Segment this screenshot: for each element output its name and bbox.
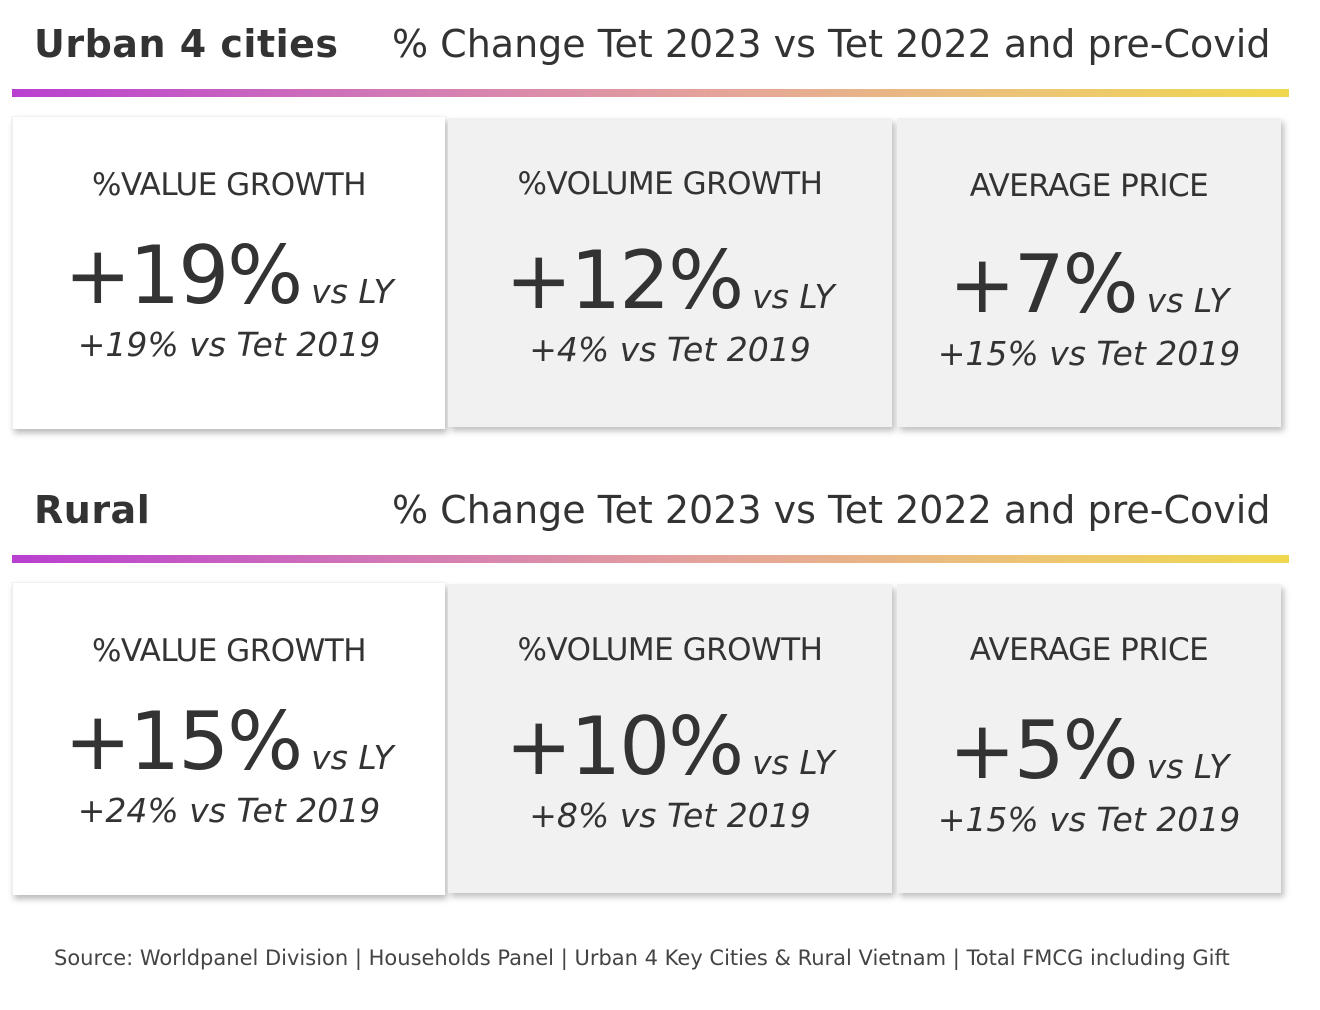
card-label: %VALUE GROWTH <box>91 167 367 203</box>
urban-volume-growth-card: %VOLUME GROWTH +12% vs LY +4% vs Tet 2019 <box>448 118 892 427</box>
vs-ly-label: vs LY <box>1146 281 1230 320</box>
rural-section-header: Rural % Change Tet 2023 vs Tet 2022 and … <box>0 484 1320 554</box>
card-sub-text: +4% vs Tet 2019 <box>529 330 811 369</box>
vs-ly-label: vs LY <box>311 738 394 777</box>
vs-ly-label: vs LY <box>1146 747 1230 786</box>
card-main-value: +12% vs LY <box>448 234 892 327</box>
card-sub-text: +24% vs Tet 2019 <box>77 791 381 830</box>
card-sub-text: +15% vs Tet 2019 <box>937 800 1241 839</box>
card-label: %VOLUME GROWTH <box>517 632 823 668</box>
rural-value-growth-card: %VALUE GROWTH +15% vs LY +24% vs Tet 2019 <box>12 582 445 895</box>
urban-average-price-card: AVERAGE PRICE +7% vs LY +15% vs Tet 2019 <box>897 118 1281 427</box>
card-label: %VALUE GROWTH <box>91 633 367 669</box>
big-number: +10% <box>505 700 744 793</box>
rural-volume-growth-card: %VOLUME GROWTH +10% vs LY +8% vs Tet 2019 <box>448 584 892 893</box>
card-main-value: +10% vs LY <box>448 700 892 793</box>
card-main-value: +5% vs LY <box>897 704 1281 797</box>
big-number: +15% <box>64 695 303 788</box>
card-label: AVERAGE PRICE <box>969 168 1209 204</box>
urban-gradient-divider <box>12 89 1289 97</box>
rural-section-title: Rural <box>34 488 151 532</box>
rural-average-price-card: AVERAGE PRICE +5% vs LY +15% vs Tet 2019 <box>897 584 1281 893</box>
urban-section-header: Urban 4 cities % Change Tet 2023 vs Tet … <box>0 18 1320 88</box>
card-sub-text: +15% vs Tet 2019 <box>937 334 1241 373</box>
big-number: +12% <box>505 234 744 327</box>
card-main-value: +7% vs LY <box>897 238 1281 331</box>
urban-section-title: Urban 4 cities <box>34 22 339 66</box>
rural-section-subtitle: % Change Tet 2023 vs Tet 2022 and pre-Co… <box>392 488 1271 532</box>
urban-value-growth-card: %VALUE GROWTH +19% vs LY +19% vs Tet 2019 <box>12 116 445 429</box>
vs-ly-label: vs LY <box>752 277 835 316</box>
card-main-value: +19% vs LY <box>13 229 445 322</box>
card-label: AVERAGE PRICE <box>969 632 1209 668</box>
big-number: +7% <box>948 238 1139 331</box>
big-number: +5% <box>948 704 1139 797</box>
vs-ly-label: vs LY <box>752 743 835 782</box>
card-sub-text: +8% vs Tet 2019 <box>529 796 811 835</box>
card-label: %VOLUME GROWTH <box>517 166 823 202</box>
vs-ly-label: vs LY <box>311 272 394 311</box>
urban-section-subtitle: % Change Tet 2023 vs Tet 2022 and pre-Co… <box>392 22 1271 66</box>
source-footnote: Source: Worldpanel Division | Households… <box>54 946 1230 970</box>
big-number: +19% <box>64 229 303 322</box>
card-main-value: +15% vs LY <box>13 695 445 788</box>
rural-gradient-divider <box>12 555 1289 563</box>
card-sub-text: +19% vs Tet 2019 <box>77 325 381 364</box>
